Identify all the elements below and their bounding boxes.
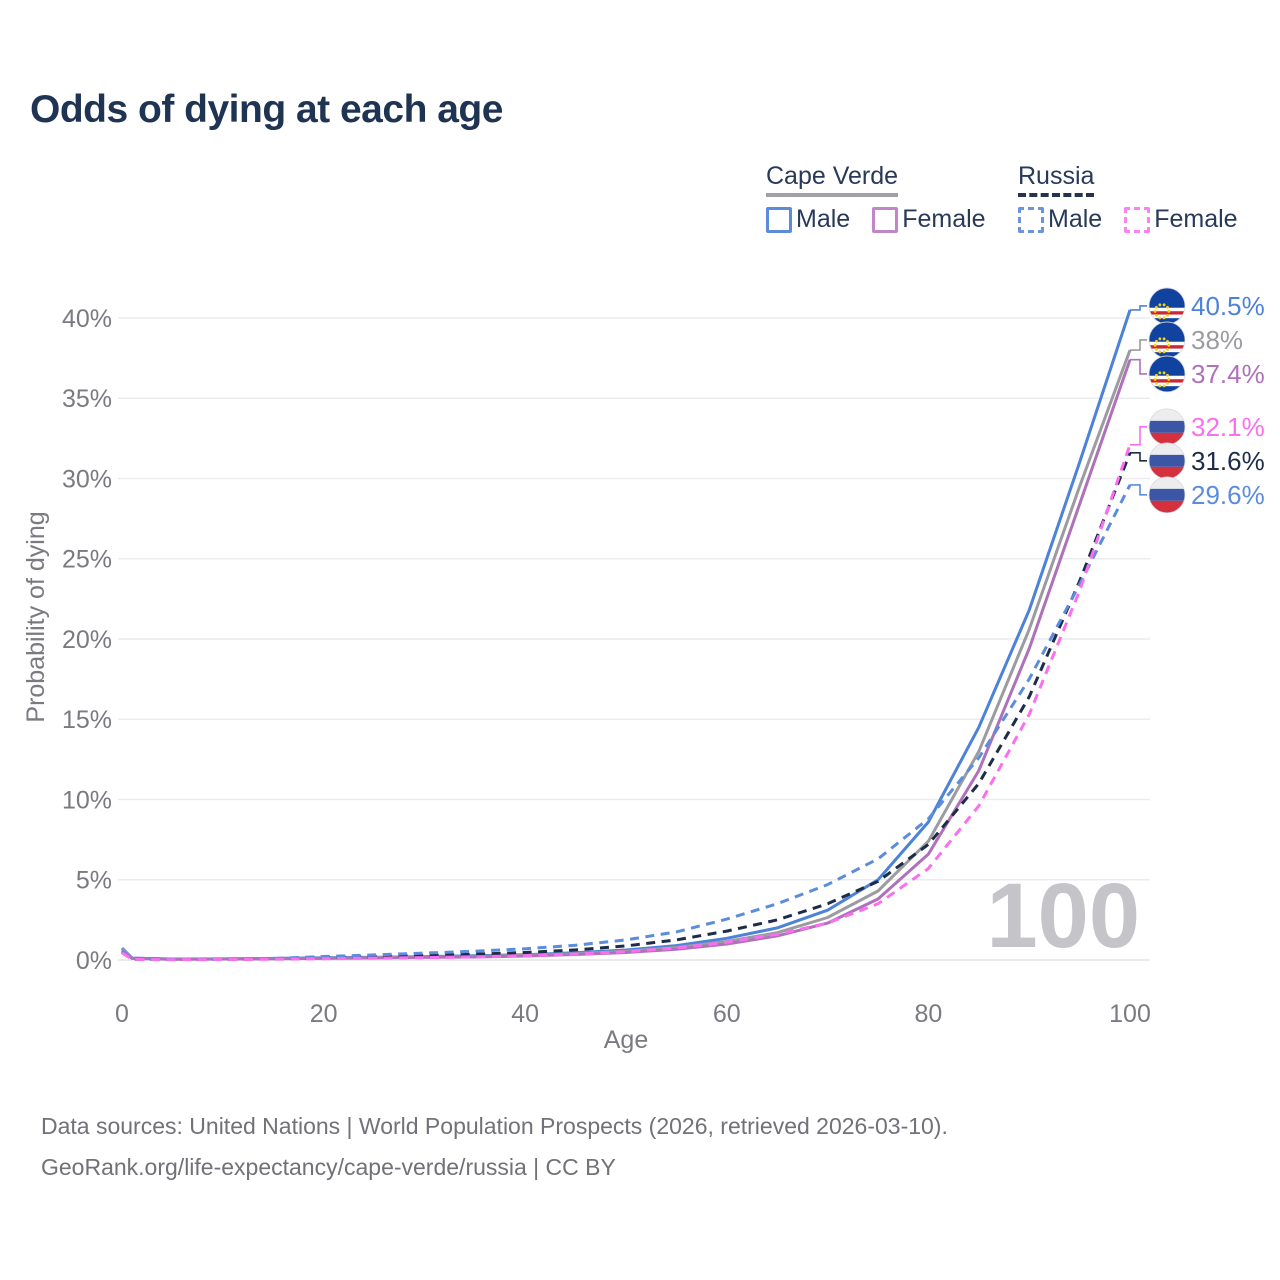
callout-connector <box>1130 484 1147 496</box>
y-tick-label: 15% <box>62 706 112 734</box>
callout-connector <box>1130 452 1147 462</box>
y-tick-label: 5% <box>76 867 112 895</box>
x-tick-label: 80 <box>914 1000 942 1028</box>
end-value-label-russia-female: 32.1% <box>1191 412 1265 442</box>
legend-group-cape-verde: Cape Verde Male Female <box>766 162 986 234</box>
legend-item-cape-verde-male[interactable]: Male <box>766 205 850 234</box>
legend-item-russia-female[interactable]: Female <box>1124 205 1238 234</box>
y-axis-title: Probability of dying <box>22 511 50 722</box>
cape-verde-flag-icon <box>1148 355 1186 393</box>
y-tick-label: 35% <box>62 385 112 413</box>
data-sources-line: Data sources: United Nations | World Pop… <box>41 1113 948 1139</box>
attribution-line: GeoRank.org/life-expectancy/cape-verde/r… <box>41 1154 616 1180</box>
age-counter-watermark: 100 <box>987 865 1141 967</box>
russia-flag-icon <box>1148 476 1186 514</box>
series-line-cape-verde-male[interactable] <box>120 309 1132 961</box>
legend-item-cape-verde-female[interactable]: Female <box>872 205 986 234</box>
y-tick-label: 40% <box>62 305 112 333</box>
legend-header-cape-verde[interactable]: Cape Verde <box>766 162 899 197</box>
end-value-label-cape-verde-female: 37.4% <box>1191 359 1265 389</box>
x-tick-label: 20 <box>310 1000 338 1028</box>
y-tick-label: 20% <box>62 626 112 654</box>
legend-item-russia-male[interactable]: Male <box>1018 205 1102 234</box>
callout-connector <box>1130 426 1147 446</box>
x-tick-label: 100 <box>1109 1000 1151 1028</box>
legend-label-cape-verde-female: Female <box>902 205 986 233</box>
end-value-label-cape-verde-male: 40.5% <box>1191 291 1265 321</box>
page-title: Odds of dying at each age <box>30 88 503 131</box>
end-value-label-russia-male: 29.6% <box>1191 480 1265 510</box>
end-value-label-cape-verde-both-sexes: 38% <box>1191 325 1243 355</box>
y-tick-label: 10% <box>62 786 112 814</box>
cape-verde-female-swatch-icon <box>872 206 899 233</box>
series-line-russia-female[interactable] <box>121 444 1132 962</box>
series-line-cape-verde-both-sexes[interactable] <box>120 349 1132 961</box>
x-axis-title: Age <box>604 1026 648 1054</box>
russia-flag-icon <box>1148 408 1186 446</box>
series-line-russia-both-sexes[interactable] <box>121 452 1132 961</box>
cape-verde-flag-icon <box>1148 287 1186 325</box>
legend-group-russia: Russia Male Female <box>1018 162 1238 234</box>
russia-male-swatch-icon <box>1018 206 1044 233</box>
y-tick-label: 0% <box>76 947 112 975</box>
legend-label-russia-female: Female <box>1154 205 1238 233</box>
x-tick-label: 40 <box>511 1000 539 1028</box>
x-tick-label: 60 <box>713 1000 741 1028</box>
legend-label-russia-male: Male <box>1048 205 1103 233</box>
callout-connector <box>1130 358 1147 375</box>
y-tick-label: 25% <box>62 546 112 574</box>
series-line-russia-male[interactable] <box>121 484 1132 961</box>
series-line-cape-verde-female[interactable] <box>121 359 1132 961</box>
callout-connector <box>1130 305 1147 311</box>
legend: Cape Verde Male Female Russia Male <box>0 162 1280 242</box>
callout-connector <box>1130 339 1147 351</box>
footer: Data sources: United Nations | World Pop… <box>41 1106 948 1188</box>
legend-header-russia[interactable]: Russia <box>1018 162 1095 197</box>
cape-verde-flag-icon <box>1148 321 1186 359</box>
russia-female-swatch-icon <box>1124 206 1151 233</box>
cape-verde-male-swatch-icon <box>766 206 792 233</box>
end-value-label-russia-both-sexes: 31.6% <box>1191 446 1265 476</box>
russia-flag-icon <box>1148 442 1186 480</box>
y-tick-label: 30% <box>62 465 112 493</box>
legend-label-cape-verde-male: Male <box>796 205 851 233</box>
x-tick-label: 0 <box>115 1000 129 1028</box>
